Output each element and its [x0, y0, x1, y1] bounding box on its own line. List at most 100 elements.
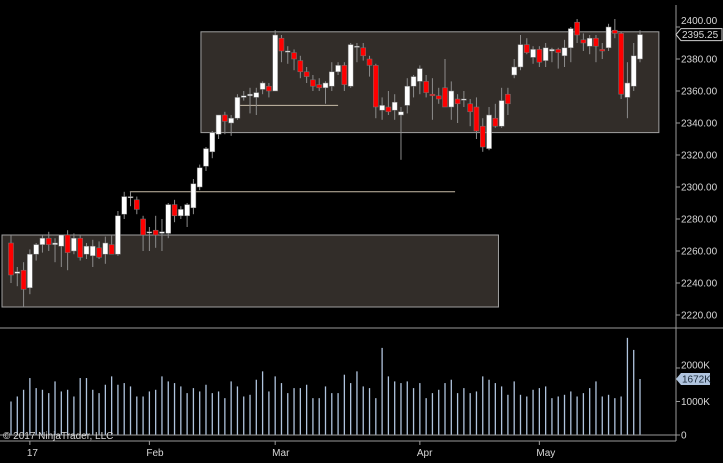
candle — [247, 87, 253, 114]
candle-body — [410, 76, 417, 87]
candle-body — [52, 242, 58, 245]
candle-body — [435, 95, 442, 100]
candle-body — [486, 114, 492, 149]
candle — [8, 235, 14, 283]
candle-body — [511, 66, 517, 76]
candle-body — [278, 37, 285, 52]
candle — [630, 43, 637, 91]
time-tick-label: Apr — [417, 448, 433, 459]
candle-body — [574, 21, 580, 36]
candle — [278, 35, 285, 63]
price-pane[interactable] — [1, 19, 660, 308]
candle — [291, 49, 297, 71]
candle — [83, 243, 90, 259]
time-tick-label: 17 — [27, 448, 39, 459]
candle — [259, 81, 266, 95]
candle — [574, 19, 580, 43]
candle-body — [637, 34, 643, 60]
candle — [404, 78, 411, 114]
candle-body — [146, 231, 153, 234]
candle — [127, 191, 134, 207]
candle — [234, 94, 241, 120]
candle-body — [586, 37, 593, 47]
candle — [593, 35, 599, 63]
candle — [435, 87, 442, 104]
candle-body — [39, 237, 46, 245]
price-tick-label: 2220.00 — [681, 311, 718, 322]
candle-body — [593, 37, 599, 47]
candle — [240, 91, 247, 101]
candle — [448, 81, 455, 120]
candle-body — [209, 132, 216, 153]
candle — [285, 46, 291, 64]
candle-body — [555, 49, 561, 53]
candle-body — [253, 92, 260, 98]
candle — [637, 30, 643, 63]
candle — [486, 107, 492, 151]
candle-body — [310, 79, 316, 87]
candle-body — [423, 81, 429, 93]
candle — [102, 236, 109, 264]
candle-body — [272, 34, 278, 92]
candle-body — [498, 100, 505, 127]
candle-body — [45, 237, 52, 245]
candle-body — [152, 229, 159, 236]
candle — [618, 31, 624, 99]
candle-body — [316, 84, 322, 89]
candle-body — [115, 215, 121, 255]
candle-body — [71, 237, 77, 252]
candle — [58, 234, 65, 267]
candle — [360, 43, 366, 61]
candle — [624, 62, 631, 119]
candle-body — [184, 204, 190, 217]
time-tick-label: Mar — [272, 448, 290, 459]
candle — [253, 87, 260, 115]
candle-body — [492, 117, 499, 127]
candle-body — [347, 44, 354, 87]
candle — [134, 196, 140, 215]
candle-body — [285, 50, 291, 53]
candle-body — [291, 52, 297, 60]
candle-body — [517, 44, 524, 68]
candle — [423, 75, 429, 98]
candle — [373, 63, 379, 119]
candle-body — [505, 93, 511, 105]
candle — [580, 33, 587, 51]
candle-body — [222, 114, 228, 122]
candle-body — [568, 28, 574, 49]
candle-body — [580, 39, 587, 44]
candle-body — [20, 269, 27, 290]
candle — [20, 262, 27, 307]
candle-body — [335, 65, 341, 73]
candle-body — [530, 49, 536, 58]
volume-pane[interactable] — [10, 337, 641, 435]
candle — [454, 94, 461, 123]
candle — [115, 211, 121, 256]
candle — [266, 83, 272, 98]
price-tick-label: 2300.00 — [681, 183, 718, 194]
candle — [297, 55, 304, 79]
candle — [586, 35, 593, 55]
candle — [347, 43, 354, 88]
price-tick-label: 2260.00 — [681, 247, 718, 258]
price-tick-label: 2380.00 — [681, 55, 718, 66]
candle-body — [259, 82, 266, 90]
time-tick-label: May — [536, 448, 555, 459]
candle-body — [329, 71, 335, 87]
candle-body — [473, 106, 480, 132]
candle — [33, 243, 39, 261]
candle — [140, 215, 146, 251]
candle — [561, 39, 568, 67]
candle-body — [524, 44, 530, 53]
candle-body — [404, 85, 411, 106]
candle-body — [398, 111, 404, 116]
candle — [27, 249, 33, 295]
candle-body — [215, 114, 222, 135]
candle-body — [121, 196, 127, 215]
candle — [391, 94, 398, 120]
candle-body — [605, 26, 612, 49]
candle-body — [196, 167, 203, 188]
candle — [492, 103, 499, 128]
candle-body — [140, 218, 146, 236]
